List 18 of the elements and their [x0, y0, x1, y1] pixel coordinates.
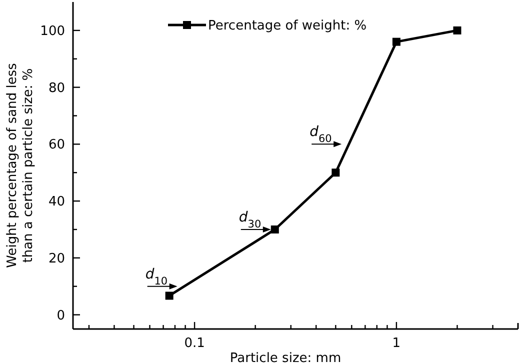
point — [392, 38, 400, 46]
x-tick-label: 0.1 — [184, 336, 205, 351]
y-axis-title: Weight percentage of sand less than a certain particle size: % — [5, 62, 36, 268]
annotation: d$_{30}$ — [238, 209, 262, 230]
x-tick-label: 1 — [392, 336, 401, 351]
y-tick-label: 20 — [48, 251, 65, 266]
y-tick-label: 40 — [48, 194, 65, 210]
point — [453, 26, 462, 34]
annotation: d$_{10}$ — [145, 266, 168, 288]
annotation: d$_{60}$ — [310, 124, 332, 146]
point — [332, 168, 340, 177]
y-tick-label: 60 — [48, 138, 65, 153]
legend-label: Percentage of weight: % — [208, 18, 367, 34]
y-tick-label: 100 — [40, 24, 65, 39]
y-tick-label: 80 — [48, 80, 65, 96]
point — [270, 225, 279, 234]
y-tick-label: 0 — [56, 308, 65, 324]
x-axis-title: Particle size: mm — [230, 351, 342, 364]
